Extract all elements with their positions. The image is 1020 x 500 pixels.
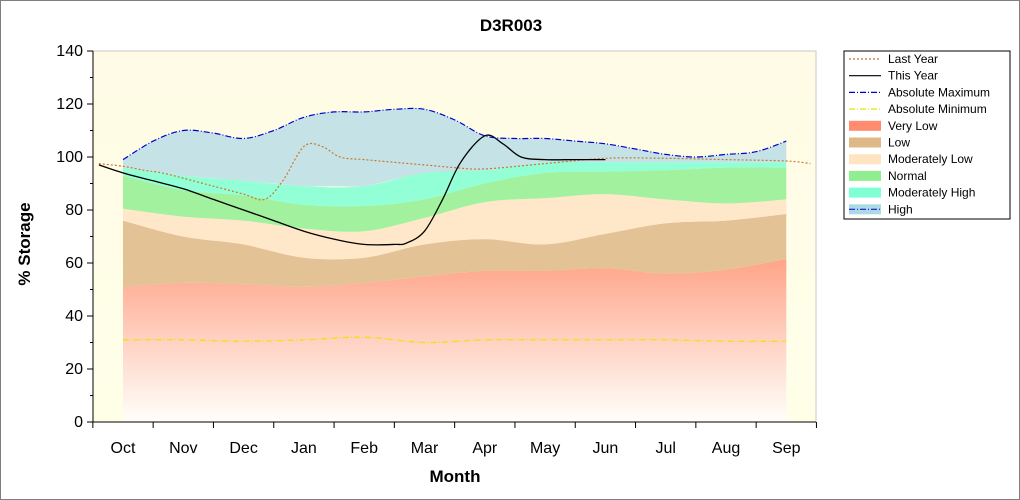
- legend: Last Year This Year Absolute Maximum Absolu…: [843, 50, 1011, 220]
- y-tick-label: 80: [65, 202, 83, 219]
- y-axis-title: % Storage: [15, 202, 34, 285]
- x-tick-label: Feb: [350, 440, 378, 457]
- band-moderately-high: [123, 161, 787, 207]
- line-this-year: [98, 134, 606, 246]
- x-tick-label: Jan: [291, 440, 317, 457]
- legend-label: Normal: [888, 169, 927, 183]
- y-tick-label: 140: [56, 43, 83, 60]
- line-last-year: [98, 142, 811, 201]
- band-low: [123, 214, 787, 287]
- band-moderately-low: [123, 194, 787, 260]
- legend-label: Moderately High: [888, 186, 975, 200]
- band-high: [123, 108, 787, 187]
- legend-label: Absolute Maximum: [888, 85, 990, 99]
- x-tick-label: Apr: [472, 440, 498, 457]
- line-absolute-maximum: [122, 107, 787, 161]
- x-tick-label: Nov: [169, 440, 197, 457]
- legend-item-this-year: This Year: [849, 69, 938, 83]
- legend-item-last-year: Last Year: [849, 52, 938, 66]
- legend-swatch: [849, 154, 881, 165]
- legend-item-high: High: [849, 202, 913, 216]
- band-very-low: [123, 259, 787, 422]
- legend-label: Moderately Low: [888, 152, 973, 166]
- y-ticks: 0 20 40 60 80 100 120 140: [56, 43, 93, 431]
- legend-label: High: [888, 202, 913, 216]
- legend-swatch: [849, 187, 881, 198]
- lines-layer: [98, 107, 811, 344]
- x-ticks: Oct Nov Dec Jan Feb Mar Apr May Jun Jul Aug Sep: [92, 422, 817, 457]
- y-tick-label: 100: [56, 149, 83, 166]
- legend-label: Low: [888, 136, 910, 150]
- legend-item-moderately-low: Moderately Low: [849, 152, 973, 166]
- y-tick-label: 20: [65, 361, 83, 378]
- legend-label: Last Year: [888, 52, 938, 66]
- legend-swatch: [849, 170, 881, 181]
- y-tick-label: 0: [74, 414, 83, 431]
- bands-layer: [123, 108, 787, 422]
- legend-label: This Year: [888, 69, 938, 83]
- legend-item-very-low: Very Low: [849, 119, 938, 133]
- y-tick-label: 40: [65, 308, 83, 325]
- x-tick-label: Jun: [593, 440, 619, 457]
- legend-label: Very Low: [888, 119, 938, 133]
- x-tick-label: Mar: [411, 440, 439, 457]
- legend-item-normal: Normal: [849, 169, 927, 183]
- legend-item-moderately-high: Moderately High: [849, 186, 975, 200]
- x-tick-label: Aug: [712, 440, 740, 457]
- y-tick-label: 120: [56, 96, 83, 113]
- y-tick-label: 60: [65, 255, 83, 272]
- band-normal: [123, 167, 787, 232]
- x-tick-label: Jul: [655, 440, 675, 457]
- legend-item-low: Low: [849, 136, 910, 150]
- legend-label: Absolute Minimum: [888, 102, 987, 116]
- legend-item-absolute-minimum: Absolute Minimum: [849, 102, 987, 116]
- legend-swatch: [849, 120, 881, 131]
- legend-swatch: [849, 137, 881, 148]
- chart-title: D3R003: [480, 16, 542, 35]
- x-tick-label: May: [530, 440, 560, 457]
- x-tick-label: Oct: [111, 440, 136, 457]
- legend-item-absolute-maximum: Absolute Maximum: [849, 85, 990, 99]
- x-tick-label: Sep: [772, 440, 801, 457]
- x-tick-label: Dec: [229, 440, 257, 457]
- line-absolute-minimum: [122, 336, 787, 344]
- x-axis-title: Month: [430, 467, 481, 486]
